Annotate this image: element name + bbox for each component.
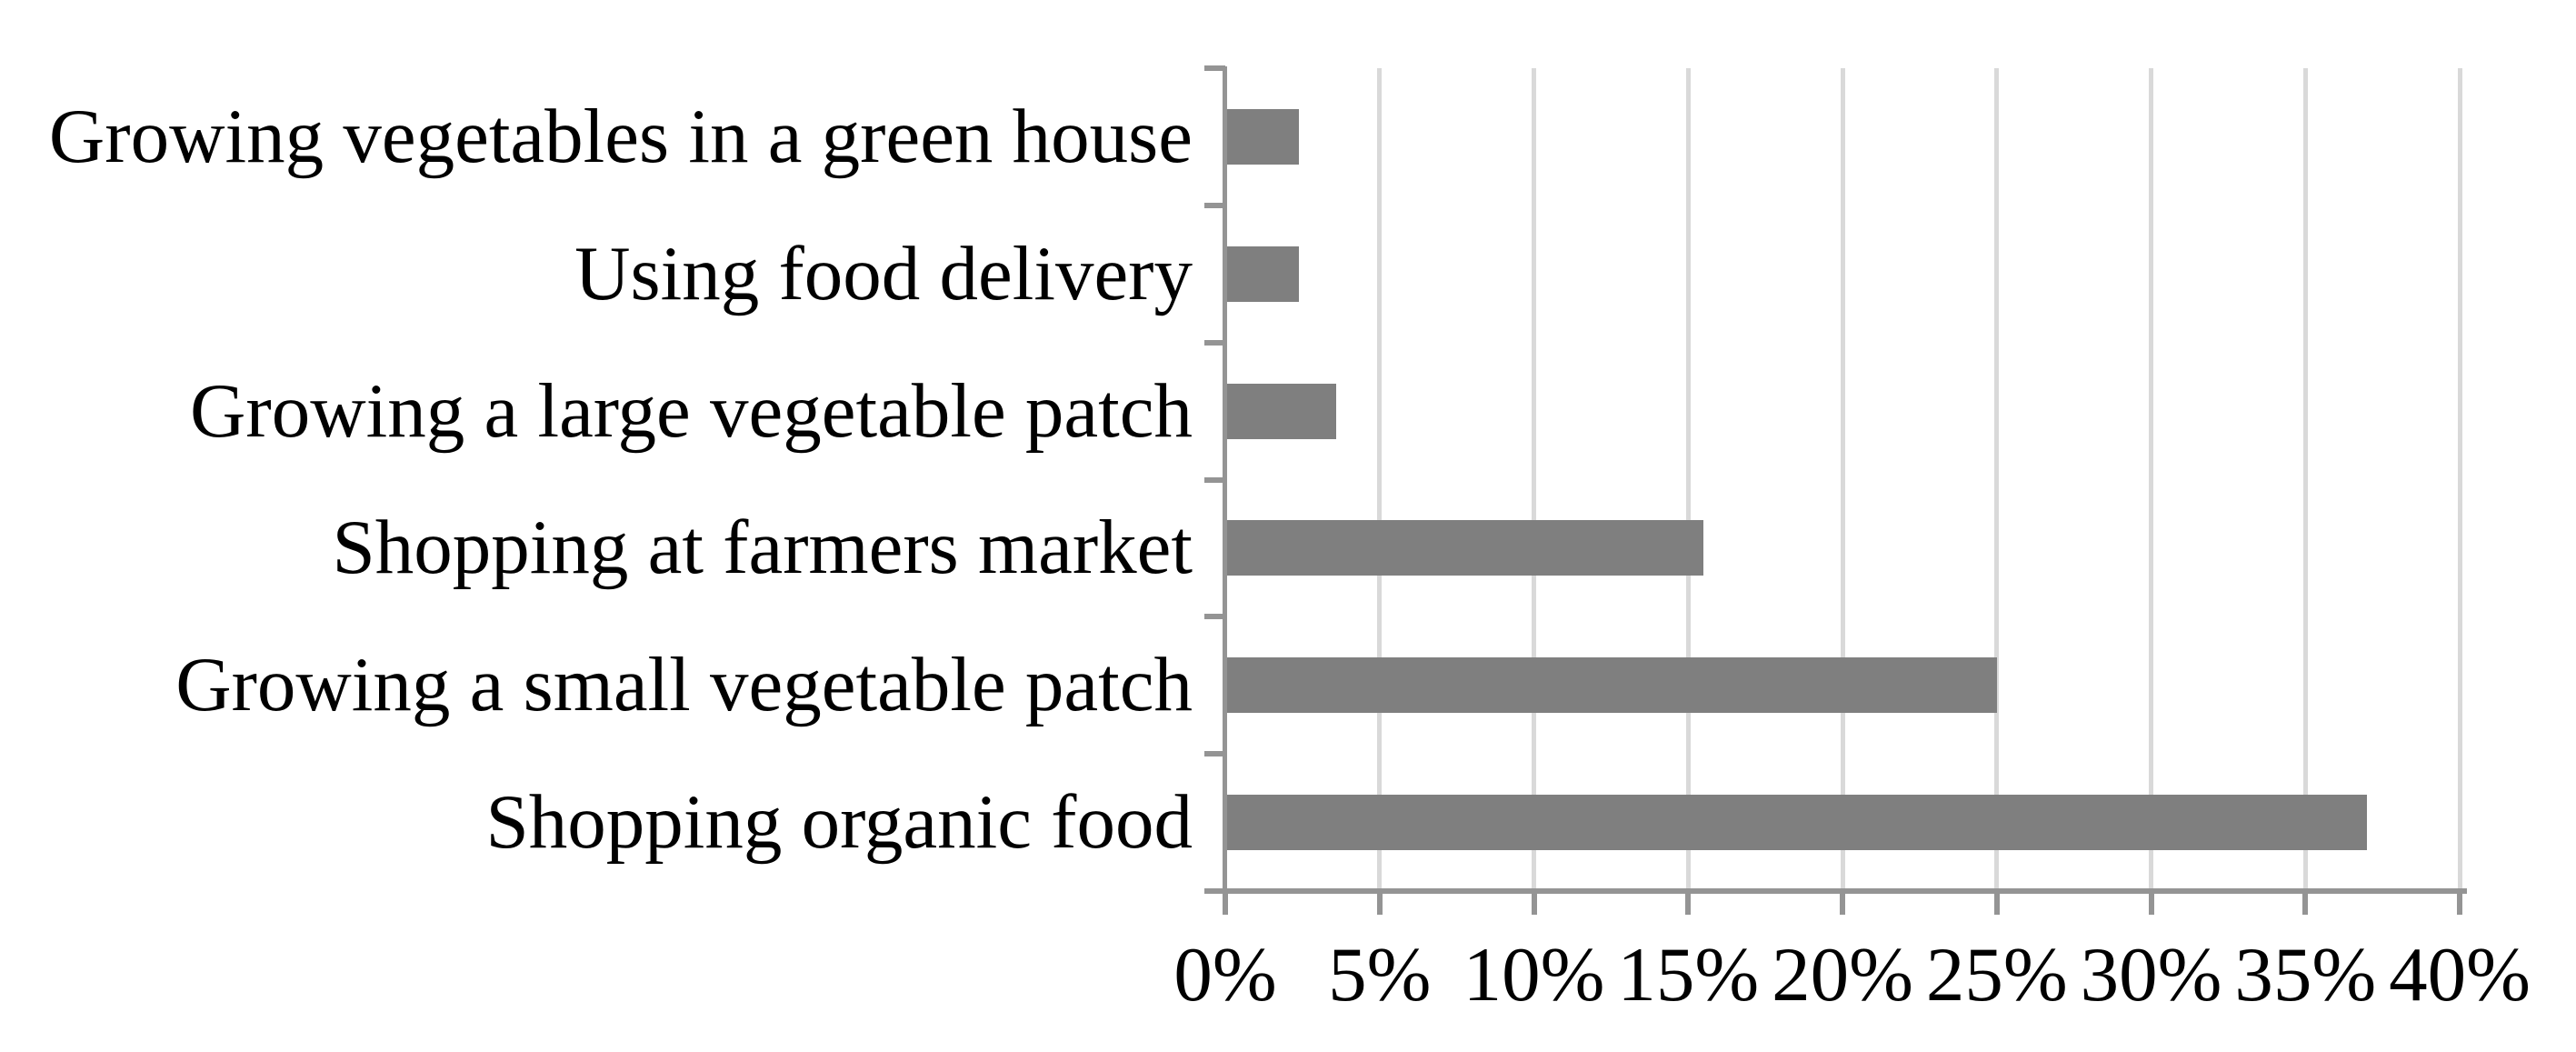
gridline bbox=[2302, 68, 2308, 891]
x-tick-label: 35% bbox=[2234, 932, 2377, 1017]
gridline bbox=[1532, 68, 1536, 891]
x-tick-label: 0% bbox=[1173, 932, 1277, 1017]
y-axis-tick bbox=[1204, 339, 1225, 346]
gridline bbox=[1685, 68, 1691, 891]
category-label: Using food delivery bbox=[574, 230, 1193, 316]
y-axis-tick bbox=[1204, 65, 1225, 71]
x-axis-tick bbox=[1531, 894, 1537, 915]
gridline bbox=[1994, 68, 2000, 891]
y-axis-tick bbox=[1204, 751, 1225, 757]
category-label: Growing vegetables in a green house bbox=[48, 93, 1193, 179]
x-tick-label: 10% bbox=[1463, 932, 1605, 1017]
gridline bbox=[2457, 68, 2462, 891]
x-axis-tick bbox=[1840, 894, 1845, 915]
x-axis-tick bbox=[1223, 894, 1228, 915]
x-axis-tick bbox=[2457, 894, 2462, 915]
x-axis-tick bbox=[2302, 894, 2309, 915]
gridline bbox=[2149, 68, 2153, 891]
x-axis-tick bbox=[1376, 894, 1383, 915]
bar bbox=[1227, 657, 1997, 714]
x-tick-label: 5% bbox=[1328, 932, 1432, 1017]
x-axis-tick bbox=[2148, 894, 2154, 915]
x-axis-line bbox=[1204, 888, 2467, 894]
x-tick-label: 25% bbox=[1925, 932, 2068, 1017]
bar bbox=[1227, 520, 1704, 576]
bar bbox=[1227, 108, 1300, 165]
category-label: Growing a small vegetable patch bbox=[175, 642, 1193, 728]
y-axis-tick bbox=[1204, 202, 1225, 208]
bar bbox=[1227, 795, 2368, 851]
x-tick-label: 40% bbox=[2389, 932, 2531, 1017]
y-axis-tick bbox=[1204, 614, 1225, 620]
category-label: Shopping at farmers market bbox=[332, 505, 1193, 591]
x-axis-tick bbox=[1685, 894, 1692, 915]
x-axis-tick bbox=[1993, 894, 2000, 915]
y-axis-tick bbox=[1204, 476, 1225, 483]
x-tick-label: 30% bbox=[2080, 932, 2222, 1017]
x-tick-label: 15% bbox=[1617, 932, 1760, 1017]
category-label: Shopping organic food bbox=[485, 779, 1193, 866]
bar bbox=[1227, 245, 1300, 302]
bar bbox=[1227, 383, 1337, 439]
gridline bbox=[1840, 68, 1845, 891]
gridline bbox=[1377, 68, 1383, 891]
category-label: Growing a large vegetable patch bbox=[190, 367, 1193, 454]
x-tick-label: 20% bbox=[1772, 932, 1913, 1017]
